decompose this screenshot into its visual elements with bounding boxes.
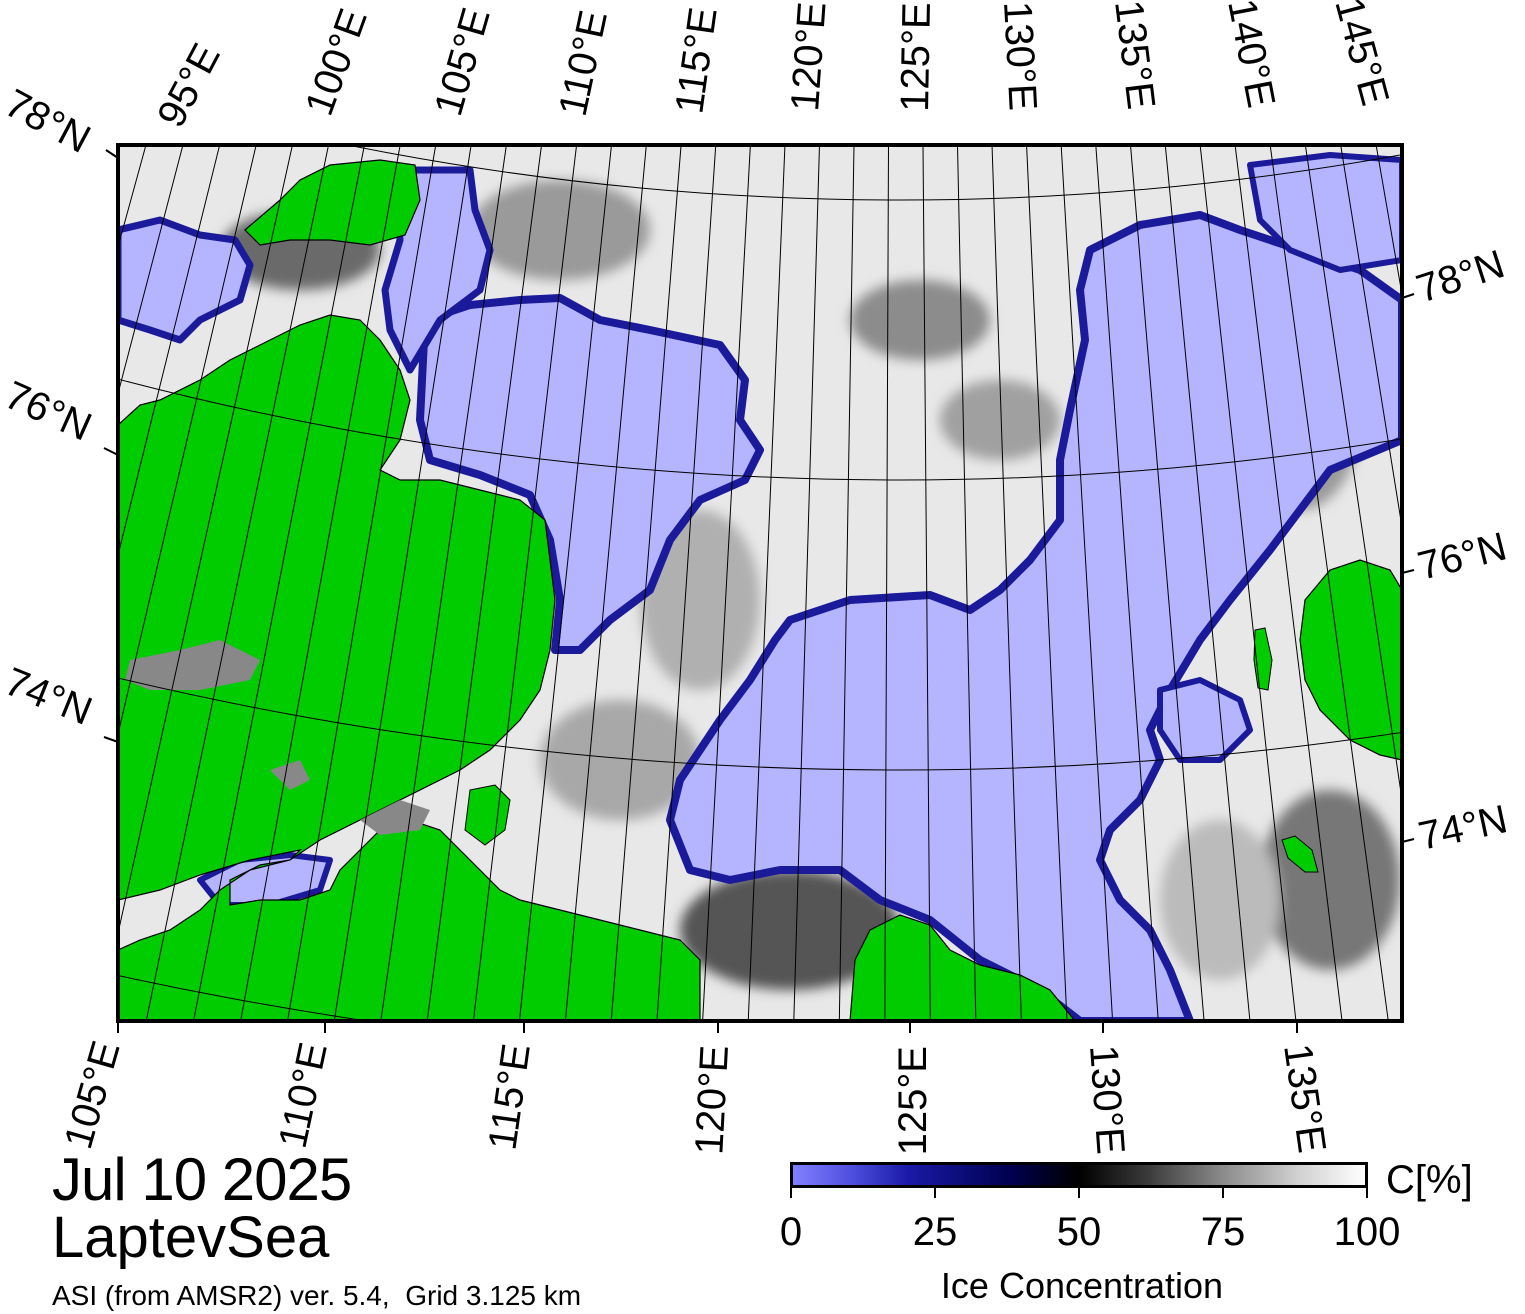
meridian-line xyxy=(240,145,401,1021)
meridian-line xyxy=(991,145,1022,1021)
meridian-line xyxy=(1269,145,1389,1021)
frame-ticks xyxy=(103,149,1415,1033)
open-water xyxy=(118,152,1402,1021)
top-lon-label: 140°E xyxy=(1219,0,1283,111)
land-small-island-c xyxy=(464,784,511,846)
meridian-line xyxy=(1340,145,1402,531)
land-small-island-b xyxy=(1281,835,1319,873)
right-lat-label: 76°N xyxy=(1414,524,1511,588)
bottom-lon-label: 135°E xyxy=(1275,1041,1334,1155)
meridian-line xyxy=(1164,145,1251,1021)
meridian-line xyxy=(380,145,507,1021)
bottom-longitude-labels: 105°E 110°E 115°E 120°E 125°E 130°E 135°… xyxy=(56,1036,1334,1155)
meridian-line xyxy=(193,145,365,1021)
meridian-line xyxy=(838,145,855,1021)
top-lon-label: 135°E xyxy=(1106,0,1163,112)
land-severnaya-zemlya xyxy=(244,159,421,246)
left-lat-label: 76°N xyxy=(0,373,98,450)
meridian-line xyxy=(472,145,578,1021)
colorbar-tick xyxy=(1222,1188,1224,1198)
right-lat-label: 78°N xyxy=(1411,242,1510,311)
meridian-line xyxy=(1441,0,1525,1215)
meridian-line xyxy=(118,145,293,936)
bottom-lon-label: 120°E xyxy=(687,1044,737,1156)
land-new-siberian-islands xyxy=(1299,559,1402,761)
land-lena-coast xyxy=(849,914,1076,1021)
top-lon-label: 130°E xyxy=(995,0,1045,112)
date-title: Jul 10 2025 xyxy=(52,1146,352,1213)
left-lat-label: 74°N xyxy=(0,660,98,734)
meridian-line xyxy=(1472,0,1525,1204)
colorbar-tick-label: 100 xyxy=(1333,1210,1401,1254)
meridian-line xyxy=(1199,145,1297,1021)
meridian-line xyxy=(702,145,751,1021)
meridian-line xyxy=(0,0,24,1072)
meridian-line xyxy=(145,145,330,1021)
meridian-line xyxy=(1130,145,1205,1021)
meridian-line xyxy=(0,0,86,1104)
bottom-lon-label: 130°E xyxy=(1081,1044,1133,1156)
left-lat-label: 78°N xyxy=(0,81,97,162)
meridian-line xyxy=(118,145,257,737)
bottom-lon-label: 105°E xyxy=(56,1036,128,1153)
meridian-line xyxy=(793,145,820,1021)
colorbar-tick-label: 0 xyxy=(779,1210,803,1254)
top-longitude-labels: 95°E 100°E 105°E 110°E 115°E 120°E 125°E… xyxy=(149,0,1397,134)
right-latitude-labels: 78°N 76°N 74°N xyxy=(1411,242,1511,859)
source-note: ASI (from AMSR2) ver. 5.4, Grid 3.125 km xyxy=(52,1280,582,1311)
colorbar-tick xyxy=(790,1188,792,1198)
meridian-line xyxy=(610,145,682,1021)
colorbar-tick-label: 75 xyxy=(1200,1210,1246,1254)
meridian-line xyxy=(564,145,647,1021)
map-frame xyxy=(116,143,1404,1023)
meridian-line xyxy=(922,145,931,1021)
top-lon-label: 125°E xyxy=(893,2,939,112)
top-lon-label: 145°E xyxy=(1326,0,1397,110)
meridian-line xyxy=(1095,145,1159,1021)
colorbar-tick xyxy=(1366,1188,1368,1198)
bottom-lon-label: 110°E xyxy=(271,1039,336,1152)
meridian-line xyxy=(287,145,437,1021)
meridian-line xyxy=(0,0,117,1119)
colorbar-unit: C[%] xyxy=(1386,1158,1473,1202)
top-lon-label: 115°E xyxy=(667,5,725,117)
meridian-line xyxy=(1060,145,1114,1021)
meridian-line xyxy=(1026,145,1068,1021)
top-lon-label: 100°E xyxy=(297,3,376,121)
colorbar-tick-label: 25 xyxy=(912,1210,958,1254)
top-lon-label: 110°E xyxy=(551,7,616,120)
meridian-line xyxy=(884,145,890,1021)
top-lon-label: 120°E xyxy=(783,0,835,112)
bottom-lon-label: 115°E xyxy=(481,1041,539,1153)
coastal-mask xyxy=(125,640,430,835)
meridian-line xyxy=(1375,145,1402,298)
meridian-line xyxy=(656,145,717,1021)
top-lon-label: 105°E xyxy=(426,3,498,120)
colorbar-tick-label: 50 xyxy=(1056,1210,1102,1254)
bottom-lon-label: 125°E xyxy=(891,1046,935,1155)
colorbar xyxy=(790,1162,1368,1188)
region-title: LaptevSea xyxy=(52,1205,330,1270)
meridian-line xyxy=(426,145,543,1021)
meridian-line xyxy=(1304,145,1402,803)
meridian-line xyxy=(0,0,55,1088)
right-lat-label: 74°N xyxy=(1415,797,1512,859)
meridian-line xyxy=(747,145,786,1021)
land-taymyr xyxy=(118,314,701,1021)
meridian-line xyxy=(1504,0,1525,1193)
meridian-line xyxy=(518,145,612,1021)
top-lon-label: 95°E xyxy=(149,37,229,135)
meridian-line xyxy=(1234,145,1343,1021)
colorbar-tick xyxy=(1078,1188,1080,1198)
left-latitude-labels: 78°N 76°N 74°N xyxy=(0,81,98,734)
meridian-line xyxy=(1409,0,1525,1225)
meridian-line xyxy=(956,145,977,1021)
colorbar-tick xyxy=(934,1188,936,1198)
meridian-line xyxy=(333,145,472,1021)
colorbar-title: Ice Concentration xyxy=(940,1265,1224,1306)
